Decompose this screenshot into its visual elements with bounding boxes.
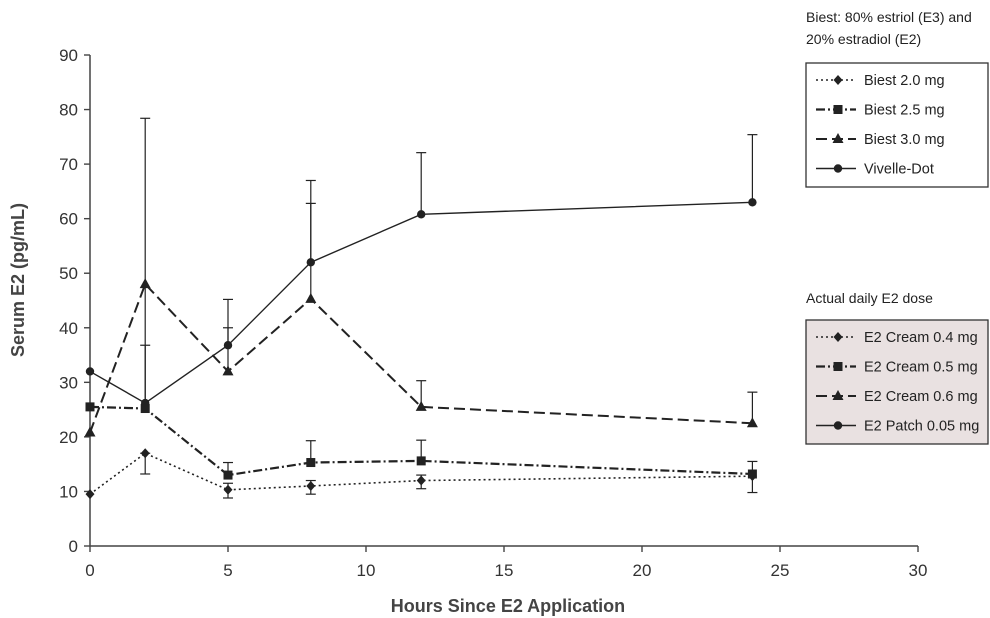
data-point: [748, 198, 757, 207]
series-line: [89, 201, 753, 404]
x-tick-label: 25: [771, 561, 790, 580]
legends: Biest: 80% estriol (E3) and 20% estradiol…: [805, 9, 989, 445]
y-tick-label: 50: [59, 264, 78, 283]
y-tick-label: 10: [59, 482, 78, 501]
legend-sample-marker: [833, 362, 843, 371]
legend-sample-marker: [833, 75, 843, 85]
axes: 0 5 10 15 20 25 30 0 10 20 30 40 50 60 70 80 90: [59, 46, 927, 580]
data-point: [306, 480, 316, 491]
data-point: [141, 398, 150, 408]
series-2: [85, 344, 757, 480]
legend-sample-marker: [833, 105, 843, 114]
data-point: [140, 404, 150, 414]
legend-sample-marker: [832, 133, 844, 143]
data-point: [306, 458, 316, 468]
y-tick-label: 40: [59, 319, 78, 338]
series-line: [89, 452, 753, 495]
data-point: [305, 292, 317, 303]
data-point: [85, 402, 95, 412]
y-tick-label: 20: [59, 428, 78, 447]
legend-entry-label: E2 Cream 0.5 mg: [864, 360, 978, 376]
x-tick-label: 10: [357, 561, 376, 580]
legend-title: 20% estradiol (E2): [806, 31, 921, 47]
y-tick-label: 80: [59, 101, 78, 120]
data-point: [140, 448, 150, 459]
data-point: [306, 258, 315, 267]
series-line: [89, 282, 753, 433]
legend-entry-label: E2 Patch 0.05 mg: [864, 419, 979, 435]
series-3: [84, 202, 758, 437]
data-point: [747, 469, 757, 479]
y-tick-label: 90: [59, 46, 78, 65]
data-point: [746, 417, 758, 428]
x-tick-label: 20: [633, 561, 652, 580]
y-tick-label: 0: [69, 537, 78, 556]
legend-sample-marker: [833, 421, 843, 430]
data-point: [84, 426, 96, 437]
legend-sample-marker: [833, 332, 843, 342]
data-point: [223, 470, 233, 480]
x-tick-label: 5: [223, 561, 232, 580]
legend-2: Actual daily E2 dose E2 Cream 0.4 mg E2 Cr…: [805, 290, 989, 445]
legend-entry-label: Biest 2.5 mg: [864, 103, 945, 119]
legend-entry-label: Vivelle-Dot: [864, 162, 934, 178]
x-tick-label: 30: [909, 561, 928, 580]
y-axis-title: Serum E2 (pg/mL): [8, 203, 28, 357]
legend-sample-marker: [833, 164, 843, 173]
data-point: [417, 210, 426, 219]
legend-1: Biest: 80% estriol (E3) and 20% estradiol…: [805, 9, 989, 188]
x-tick-label: 15: [495, 561, 514, 580]
series-line: [89, 405, 753, 477]
y-tick-label: 60: [59, 210, 78, 229]
legend-title: Actual daily E2 dose: [806, 290, 933, 306]
legend-sample-marker: [832, 390, 844, 400]
legend-entry-label: E2 Cream 0.4 mg: [864, 330, 978, 346]
data-point: [85, 367, 95, 376]
data-point: [223, 341, 233, 350]
legend-entry-label: Biest 3.0 mg: [864, 132, 945, 148]
series-4: [85, 117, 758, 408]
legend-title: Biest: 80% estriol (E3) and: [806, 9, 972, 25]
legend-entry-label: Biest 2.0 mg: [864, 73, 945, 89]
data-point: [222, 365, 234, 376]
data-point: [223, 484, 233, 495]
data-point: [416, 475, 426, 486]
legend-entry-label: E2 Cream 0.6 mg: [864, 389, 978, 405]
y-tick-label: 70: [59, 155, 78, 174]
y-tick-label: 30: [59, 373, 78, 392]
data-point: [415, 400, 427, 411]
series-layer: [84, 117, 758, 500]
x-axis-title: Hours Since E2 Application: [391, 596, 625, 616]
data-point: [416, 456, 426, 466]
x-tick-label: 0: [85, 561, 94, 580]
data-point: [85, 489, 95, 500]
